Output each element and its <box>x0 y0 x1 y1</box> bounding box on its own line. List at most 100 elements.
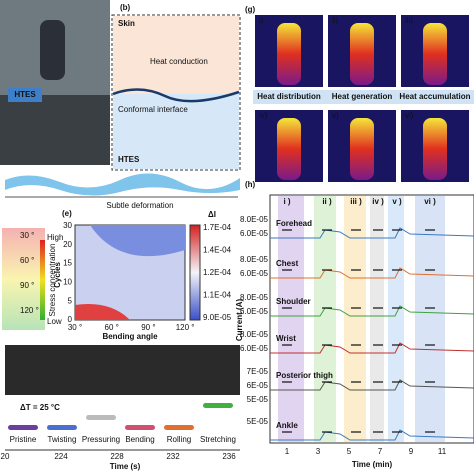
caption-band <box>253 90 474 104</box>
sample-bar <box>47 425 77 430</box>
phase-band <box>344 196 366 442</box>
y-tick: 5E-05 <box>247 417 269 426</box>
label: HTES <box>14 90 36 99</box>
x-tick: 120 ° <box>176 323 195 332</box>
y-tick: 10 <box>63 278 72 287</box>
y-tick: 8.0E-05 <box>240 293 269 302</box>
trace <box>270 227 474 239</box>
cbar-tick: 9.0E-05 <box>203 313 232 322</box>
stress-bar <box>40 240 45 320</box>
x-tick: 224 <box>54 452 68 461</box>
interface-line <box>112 88 240 103</box>
caption: Heat accumulation <box>399 92 470 101</box>
phase-label: ii ) <box>322 197 332 206</box>
x-tick: 9 <box>409 447 414 456</box>
phase-label: iv ) <box>372 197 384 206</box>
sample-bar <box>164 425 194 430</box>
thermal-body <box>277 118 301 180</box>
heatmap-cool <box>90 225 185 257</box>
trace <box>270 305 474 317</box>
phase-band <box>370 196 384 442</box>
row-label: Chest <box>276 259 299 268</box>
sample-bar <box>125 425 155 430</box>
view-label: i) <box>259 16 264 25</box>
mode-label: Bending <box>125 435 154 444</box>
skin <box>113 16 239 94</box>
cbar-tick: 1.4E-04 <box>203 246 232 255</box>
label-box <box>8 88 42 102</box>
photo-strip <box>5 345 240 395</box>
mode-label: Stretching <box>200 435 236 444</box>
label: Subtle deformation <box>106 201 173 210</box>
cbar-tick: 1.1E-04 <box>203 291 232 300</box>
x-tick: 60 ° <box>105 323 119 332</box>
y-tick: 5 <box>68 296 73 305</box>
label: HTES <box>118 155 140 164</box>
plot-frame <box>269 194 474 444</box>
y-tick: 30 <box>63 221 72 230</box>
x-tick: 5 <box>347 447 352 456</box>
x-tick: 232 <box>166 452 180 461</box>
phase-label: v ) <box>392 197 402 206</box>
y-tick: 6.0E-05 <box>240 307 269 316</box>
angle-label: 120 ° <box>20 306 39 315</box>
angle-label: 60 ° <box>20 256 34 265</box>
colorbar <box>189 224 201 321</box>
view-label: iv) <box>259 111 268 120</box>
label: Skin <box>118 19 135 28</box>
thermal-body <box>423 118 447 180</box>
row-label: Ankle <box>276 421 298 430</box>
person <box>40 20 65 80</box>
mode-label: Pressuring <box>82 435 120 444</box>
caption: Heat distribution <box>257 92 321 101</box>
heatmap-hot <box>75 304 130 320</box>
y-tick: 6.0E-05 <box>240 344 269 353</box>
y-tick: 0 <box>68 315 73 324</box>
sample-bar <box>8 425 38 430</box>
label: Current (A) <box>235 299 244 342</box>
y-tick: 8.0E-05 <box>240 215 269 224</box>
thermal-body <box>350 23 374 85</box>
trace <box>270 379 474 391</box>
x-tick: 3 <box>316 447 321 456</box>
trace <box>270 267 474 279</box>
y-tick: 8.0E-05 <box>240 255 269 264</box>
panel-letter: (g) <box>245 5 256 14</box>
panel-letter: (b) <box>120 3 131 12</box>
phase-label: i ) <box>283 197 290 206</box>
cbar-tick: 1.2E-04 <box>203 268 232 277</box>
phase-label: iii ) <box>350 197 362 206</box>
mode-label: Rolling <box>167 435 191 444</box>
y-tick: 6E-05 <box>247 381 269 390</box>
label: Cycles <box>53 262 62 288</box>
y-tick: 7E-05 <box>247 367 269 376</box>
panel-letter: (h) <box>245 180 256 189</box>
phase-band <box>388 196 404 442</box>
label: Time (min) <box>352 460 393 469</box>
x-tick: 11 <box>438 447 447 456</box>
view-label: iii) <box>405 16 413 25</box>
y-tick: 20 <box>63 240 72 249</box>
label: ΔI <box>208 210 216 219</box>
angle-label: 30 ° <box>20 231 34 240</box>
row-label: Posterior thigh <box>276 371 333 380</box>
mode-label: Pristine <box>10 435 37 444</box>
thermal-body <box>277 23 301 85</box>
row-label: Forehead <box>276 219 312 228</box>
y-tick: 15 <box>63 259 72 268</box>
row-label: Wrist <box>276 334 296 343</box>
phase-band <box>314 196 336 442</box>
cbar-tick: 1.7E-04 <box>203 223 232 232</box>
angle-label: 90 ° <box>20 281 34 290</box>
panel-letter: (e) <box>62 209 72 218</box>
label: Heat conduction <box>150 57 208 66</box>
x-tick: 30 ° <box>68 323 82 332</box>
phase-band <box>415 196 445 442</box>
strip <box>5 173 240 196</box>
stress-fans <box>2 228 45 330</box>
label: Low <box>47 317 62 326</box>
y-tick: 6.0E-05 <box>240 229 269 238</box>
y-tick: 6.0E-05 <box>240 269 269 278</box>
label: Conformal interface <box>118 105 188 114</box>
